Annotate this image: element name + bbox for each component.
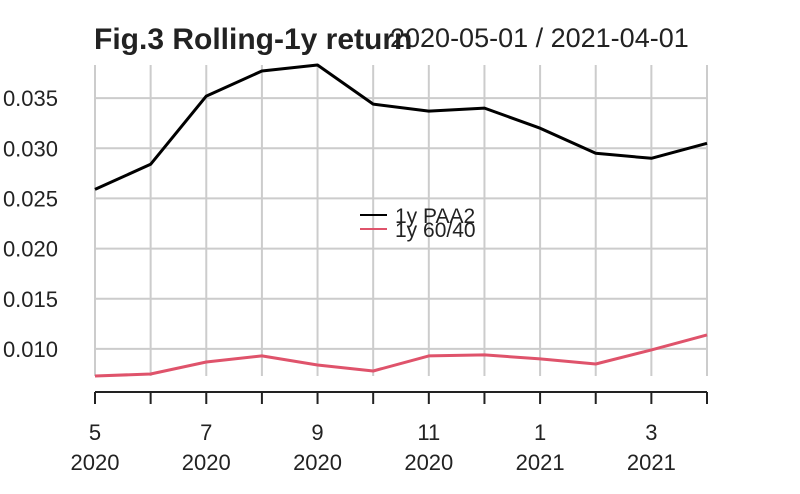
y-tick-label: 0.025 xyxy=(3,186,58,211)
x-tick-label-month: 3 xyxy=(645,420,657,445)
x-tick-label-year: 2020 xyxy=(404,450,453,475)
series-lines xyxy=(94,63,708,378)
axes: 0.010 0.015 0.020 0.025 0.030 0.035 5 2020 7 2020… xyxy=(3,86,708,475)
y-tick-label: 0.030 xyxy=(3,136,58,161)
grid xyxy=(94,65,708,376)
legend-label-0: 1y PAA2 xyxy=(395,205,475,228)
y-tick-label: 0.035 xyxy=(3,86,58,111)
chart-date-range: 2020-05-01 / 2021-04-01 xyxy=(390,23,689,53)
chart-title: Fig.3 Rolling-1y return xyxy=(94,23,412,56)
series-line-0 xyxy=(94,63,708,191)
x-tick-label-month: 9 xyxy=(311,420,323,445)
x-tick-label-month: 1 xyxy=(534,420,546,445)
x-tick-label-month: 7 xyxy=(200,420,212,445)
legend-label-1: 1y 60/40 xyxy=(395,219,476,242)
x-tick-label-month: 5 xyxy=(89,420,101,445)
y-tick-label: 0.010 xyxy=(3,337,58,362)
y-tick-label: 0.015 xyxy=(3,287,58,312)
series-line-1 xyxy=(94,333,708,378)
x-tick-label-month: 11 xyxy=(417,420,440,445)
x-tick-label-year: 2020 xyxy=(182,450,231,475)
y-tick-label: 0.020 xyxy=(3,237,58,262)
x-tick-label-year: 2021 xyxy=(627,450,676,475)
x-tick-label-year: 2020 xyxy=(71,450,120,475)
x-tick-label-year: 2020 xyxy=(293,450,342,475)
x-tick-label-year: 2021 xyxy=(516,450,565,475)
